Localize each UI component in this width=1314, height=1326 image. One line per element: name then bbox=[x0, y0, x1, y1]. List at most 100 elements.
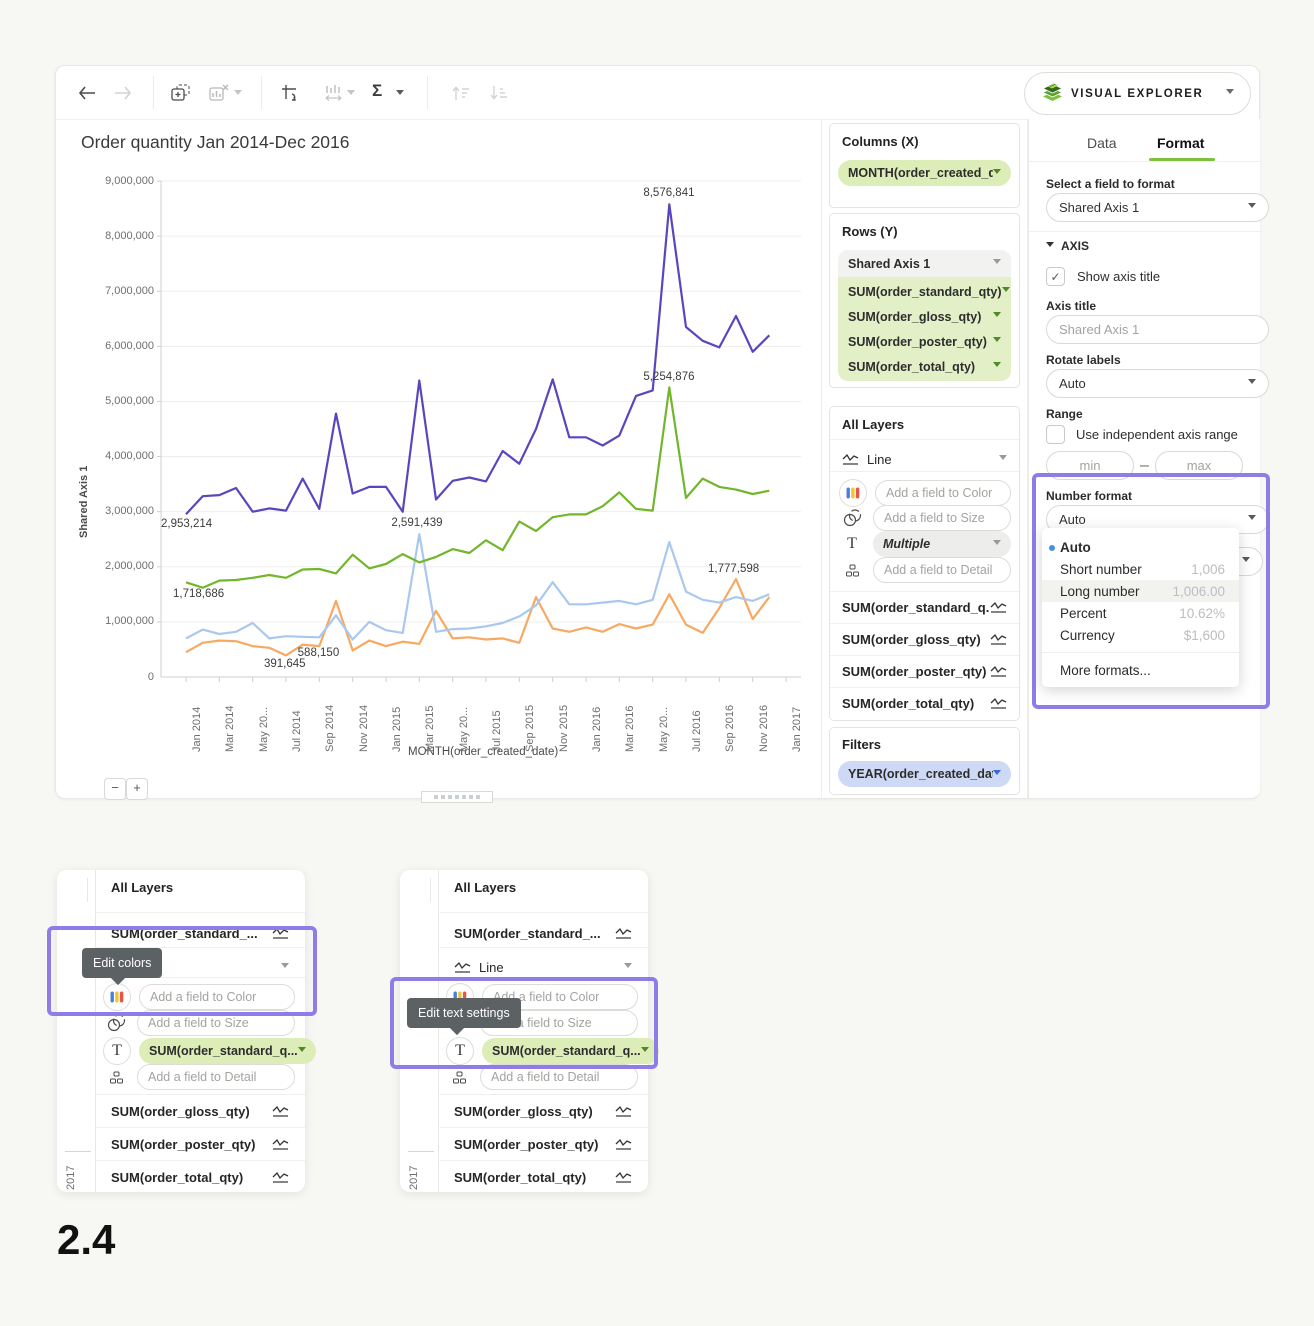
chevron-down-icon[interactable] bbox=[993, 362, 1001, 371]
layer-field-row[interactable]: SUM(order_gloss_qty) bbox=[830, 624, 1019, 656]
show-axis-title-checkbox[interactable]: ✓ bbox=[1046, 267, 1065, 286]
resize-drag-handle[interactable] bbox=[421, 791, 493, 803]
transpose-icon[interactable] bbox=[277, 80, 303, 106]
menu-item-auto[interactable]: Auto bbox=[1042, 536, 1239, 558]
rows-field-pill[interactable]: SUM(order_gloss_qty) bbox=[838, 304, 1011, 329]
color-palette-icon[interactable] bbox=[103, 983, 131, 1011]
menu-item-percent[interactable]: Percent 10.62% bbox=[1042, 602, 1239, 624]
rows-field-pill[interactable]: SUM(order_standard_qty) bbox=[838, 279, 1011, 304]
layer-field-row[interactable]: SUM(order_standard_... bbox=[111, 920, 289, 946]
detail-icon[interactable] bbox=[103, 1064, 129, 1090]
size-field-input[interactable]: Add a field to Size bbox=[137, 1010, 295, 1036]
zoom-in-button[interactable]: + bbox=[126, 778, 148, 800]
line-mark-icon bbox=[272, 1105, 289, 1117]
mark-type-dropdown[interactable] bbox=[111, 954, 289, 980]
independent-range-checkbox[interactable] bbox=[1046, 425, 1065, 444]
menu-item-more-formats[interactable]: More formats... bbox=[1060, 662, 1151, 678]
layer-field-row[interactable]: SUM(order_poster_qty) bbox=[95, 1128, 305, 1161]
remove-chart-icon[interactable] bbox=[206, 80, 232, 106]
text-icon[interactable]: T bbox=[847, 535, 857, 552]
detail-icon[interactable] bbox=[446, 1064, 472, 1090]
chevron-down-icon[interactable] bbox=[993, 259, 1001, 268]
text-field-pill[interactable]: SUM(order_standard_q... bbox=[139, 1038, 316, 1064]
rows-field-pill[interactable]: SUM(order_poster_qty) bbox=[838, 329, 1011, 354]
layer-field-row[interactable]: SUM(order_gloss_qty) bbox=[438, 1095, 648, 1128]
bar-width-icon[interactable] bbox=[321, 80, 347, 106]
shared-axis-pill[interactable]: Shared Axis 1 bbox=[838, 250, 1011, 277]
range-max-input[interactable]: max bbox=[1154, 451, 1243, 480]
y-tick-label: 6,000,000 bbox=[105, 339, 154, 352]
chevron-down-icon[interactable] bbox=[297, 1046, 306, 1056]
mark-type-dropdown[interactable]: Line bbox=[842, 447, 1007, 471]
layer-field-label: SUM(order_gloss_qty) bbox=[842, 632, 981, 647]
forward-button[interactable] bbox=[110, 80, 136, 106]
menu-item-currency[interactable]: Currency $1,600 bbox=[1042, 624, 1239, 646]
chevron-down-icon[interactable] bbox=[993, 769, 1001, 779]
zoom-out-button[interactable]: − bbox=[104, 778, 126, 800]
text-icon[interactable]: T bbox=[103, 1037, 131, 1065]
sort-descending-icon[interactable] bbox=[486, 80, 512, 106]
range-min-input[interactable]: min bbox=[1046, 451, 1135, 480]
chevron-down-icon[interactable] bbox=[347, 90, 355, 99]
text-icon[interactable]: T bbox=[446, 1037, 474, 1065]
chevron-down-icon[interactable] bbox=[234, 90, 242, 99]
shared-axis-group: Shared Axis 1 SUM(order_standard_qty) SUM… bbox=[838, 250, 1011, 381]
chevron-down-icon[interactable] bbox=[1001, 287, 1010, 296]
axis-section-header[interactable]: AXIS bbox=[1046, 239, 1089, 253]
duplicate-chart-icon[interactable] bbox=[168, 80, 194, 106]
filters-title: Filters bbox=[842, 737, 882, 752]
layer-field-row[interactable]: SUM(order_total_qty) bbox=[438, 1161, 648, 1193]
visual-explorer-button[interactable]: VISUAL EXPLORER bbox=[1024, 72, 1251, 115]
mark-type-label: Line bbox=[867, 451, 892, 467]
detail-field-input[interactable]: Add a field to Detail bbox=[480, 1064, 638, 1090]
columns-field-pill[interactable]: MONTH(order_created_d... bbox=[838, 160, 1011, 186]
detail-icon[interactable] bbox=[839, 557, 865, 583]
chevron-down-icon[interactable] bbox=[640, 1046, 649, 1056]
line-mark-icon bbox=[990, 697, 1007, 710]
detail-field-input[interactable]: Add a field to Detail bbox=[873, 557, 1011, 583]
sort-ascending-icon[interactable] bbox=[448, 80, 474, 106]
field-to-format-select[interactable]: Shared Axis 1 bbox=[1046, 193, 1269, 222]
text-field-pill[interactable]: SUM(order_standard_q... bbox=[482, 1038, 659, 1064]
menu-item-long-number[interactable]: Long number 1,006.00 bbox=[1042, 580, 1239, 602]
mark-type-dropdown[interactable]: Line bbox=[454, 954, 632, 980]
color-field-input[interactable]: Add a field to Color bbox=[875, 480, 1011, 506]
axis-title-input[interactable]: Shared Axis 1 bbox=[1046, 315, 1269, 344]
color-field-input[interactable]: Add a field to Color bbox=[139, 984, 295, 1010]
size-icon[interactable] bbox=[839, 505, 865, 531]
back-button[interactable] bbox=[74, 80, 100, 106]
chevron-down-icon[interactable] bbox=[999, 454, 1007, 464]
detail-placeholder: Add a field to Detail bbox=[884, 563, 993, 577]
tab-format[interactable]: Format bbox=[1157, 135, 1205, 151]
size-icon[interactable] bbox=[103, 1010, 129, 1036]
layer-field-row[interactable]: SUM(order_poster_qty) bbox=[830, 656, 1019, 688]
detail-field-input[interactable]: Add a field to Detail bbox=[137, 1064, 295, 1090]
layer-field-row[interactable]: SUM(order_standard_... bbox=[454, 920, 632, 946]
layer-field-row[interactable]: SUM(order_gloss_qty) bbox=[95, 1095, 305, 1128]
tab-data[interactable]: Data bbox=[1087, 135, 1117, 151]
number-format-menu: Auto Short number 1,006 Long number 1,006.00… bbox=[1042, 528, 1239, 687]
menu-item-short-number[interactable]: Short number 1,006 bbox=[1042, 558, 1239, 580]
menu-item-label: Auto bbox=[1060, 539, 1091, 555]
rows-field-pill[interactable]: SUM(order_total_qty) bbox=[838, 354, 1011, 379]
chevron-down-icon[interactable] bbox=[993, 337, 1001, 346]
chevron-down-icon[interactable] bbox=[993, 312, 1001, 321]
data-label: 5,254,876 bbox=[643, 371, 695, 384]
size-encoding-row: Add a field to Size bbox=[839, 505, 1011, 531]
filter-field-pill[interactable]: YEAR(order_created_date) bbox=[838, 761, 1011, 787]
text-field-pill[interactable]: Multiple bbox=[873, 531, 1011, 557]
columns-shelf-title: Columns (X) bbox=[842, 134, 919, 149]
size-field-input[interactable]: Add a field to Size bbox=[873, 505, 1011, 531]
layer-field-row[interactable]: SUM(order_standard_q... bbox=[830, 592, 1019, 624]
sigma-aggregate-icon[interactable]: Σ bbox=[372, 81, 383, 100]
x-tick-label: Nov 2016 bbox=[757, 704, 770, 752]
color-palette-icon[interactable] bbox=[839, 479, 867, 507]
chevron-down-icon[interactable] bbox=[993, 539, 1001, 549]
layer-field-row[interactable]: SUM(order_poster_qty) bbox=[438, 1128, 648, 1161]
layer-field-row[interactable]: SUM(order_total_qty) bbox=[95, 1161, 305, 1193]
chevron-down-icon[interactable] bbox=[396, 90, 404, 99]
rotate-labels-select[interactable]: Auto bbox=[1046, 369, 1269, 398]
chevron-down-icon[interactable] bbox=[993, 168, 1001, 178]
layer-field-row[interactable]: SUM(order_total_qty) bbox=[830, 688, 1019, 719]
color-encoding-row: Add a field to Color bbox=[839, 479, 1011, 507]
